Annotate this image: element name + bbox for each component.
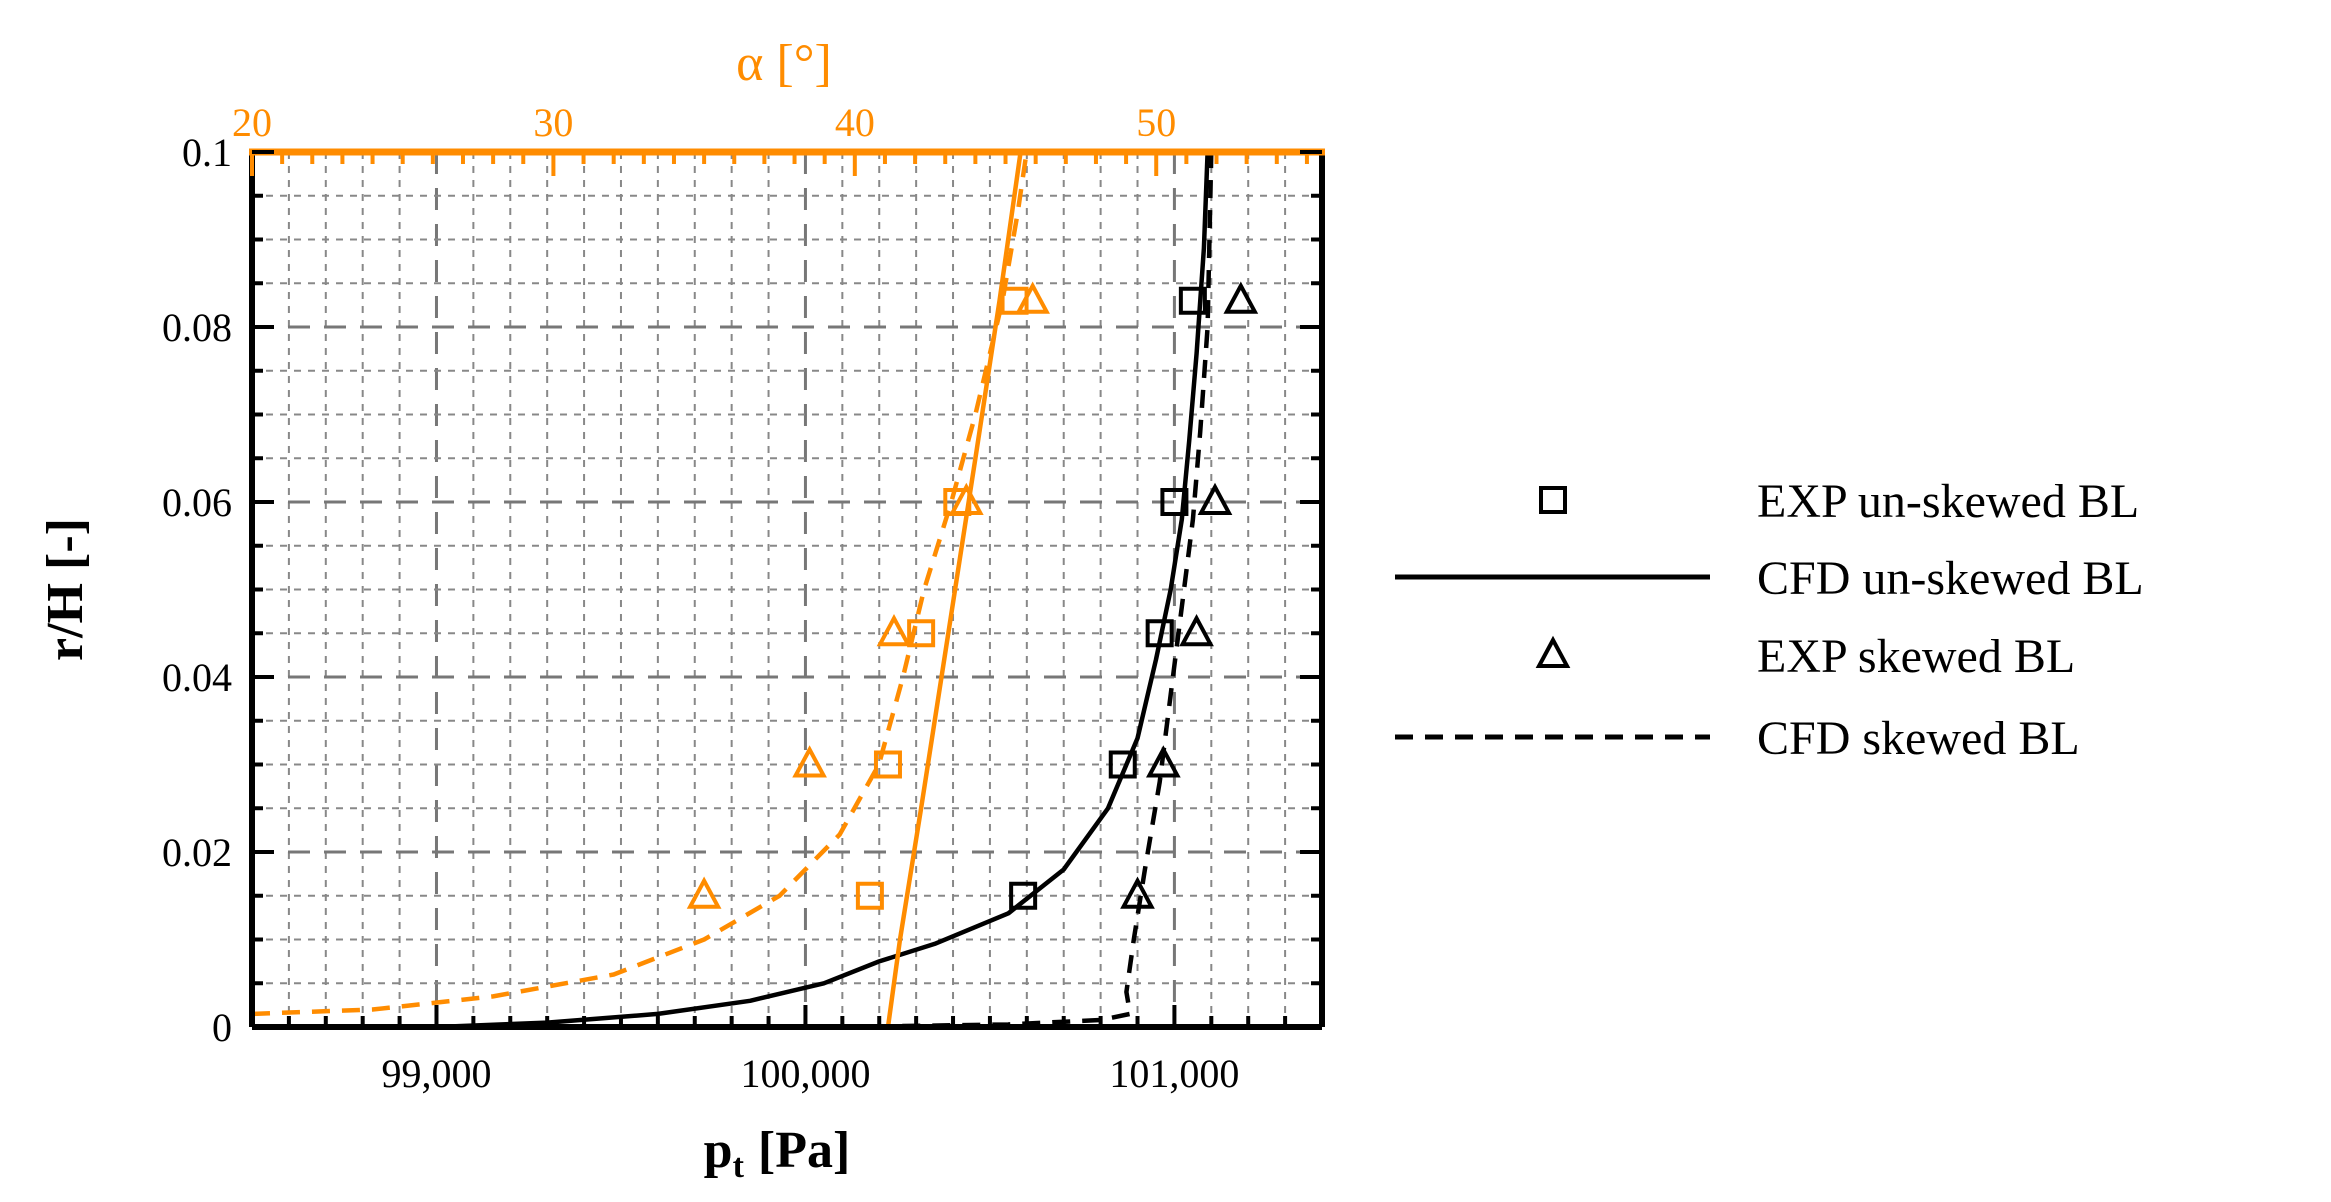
square-marker [1160, 488, 1189, 516]
triangle-marker [1197, 482, 1233, 515]
top-tick-label: 50 [1136, 100, 1176, 145]
legend-item-2: EXP skewed BL [1535, 630, 2075, 683]
triangle-marker [686, 876, 722, 909]
triangle-marker [1223, 281, 1259, 314]
triangle-marker [1179, 614, 1214, 647]
square-marker [873, 750, 902, 779]
triangle-marker [1015, 281, 1050, 314]
bottom-tick-label: 100,000 [740, 1051, 870, 1096]
triangle-marker [1145, 745, 1181, 778]
legend-label: CFD un-skewed BL [1757, 552, 2144, 605]
square-marker [1178, 286, 1207, 315]
solid-series-line [885, 151, 1023, 1028]
triangle-marker [876, 614, 912, 647]
bottom-tick-label: 99,000 [381, 1051, 491, 1096]
legend-item-3: CFD skewed BL [1395, 712, 2080, 765]
legend-item-0: EXP un-skewed BL [1539, 475, 2139, 528]
legend: EXP un-skewed BL CFD un-skewed BL EXP skew… [1395, 475, 2144, 765]
bottom-tick-label: 101,000 [1109, 1051, 1239, 1096]
legend-label: EXP un-skewed BL [1757, 475, 2139, 528]
y-tick-label: 0.04 [162, 655, 232, 700]
series-2 [436, 151, 1210, 1030]
y-axis-title: r/H [-] [37, 518, 94, 661]
triangle-marker [792, 745, 827, 778]
square-marker [1009, 881, 1038, 910]
series-5 [686, 281, 1050, 909]
legend-item-1: CFD un-skewed BL [1395, 552, 2144, 605]
y-tick-label: 0.02 [162, 830, 232, 875]
top-tick-label: 20 [232, 100, 272, 145]
x-axis-title-unit: [Pa] [758, 1122, 850, 1179]
x-axis-title-symbol: p [704, 1122, 733, 1179]
legend-label: CFD skewed BL [1757, 712, 2080, 765]
y-tick-label: 0.06 [162, 480, 232, 525]
top-tick-label: 30 [533, 100, 573, 145]
x-axis-title-subscript: t [733, 1148, 745, 1185]
y-tick-label: 0.08 [162, 305, 232, 350]
axes: 99,000 100,000 101,000 20 30 40 50 0 0.02 0.04 0.0… [37, 35, 1325, 1185]
dashed-series-line [251, 151, 1029, 1017]
series-6 [885, 151, 1023, 1028]
x-axis-title: pt [Pa] [704, 1122, 851, 1185]
grid [251, 150, 1323, 1029]
y-tick-label: 0.1 [182, 130, 232, 175]
square-marker [907, 619, 936, 648]
triangle-marker [1535, 635, 1571, 668]
series-7 [251, 151, 1029, 1017]
top-axis-title: α [°] [736, 35, 832, 92]
series-layer [251, 151, 1259, 1030]
square-marker [1539, 486, 1567, 514]
top-tick-label: 40 [835, 100, 875, 145]
legend-label: EXP skewed BL [1757, 630, 2075, 683]
square-marker [855, 881, 884, 910]
series-1 [1120, 281, 1259, 909]
solid-series-line [436, 151, 1210, 1030]
series-4 [855, 286, 1029, 910]
y-tick-label: 0 [212, 1005, 232, 1050]
